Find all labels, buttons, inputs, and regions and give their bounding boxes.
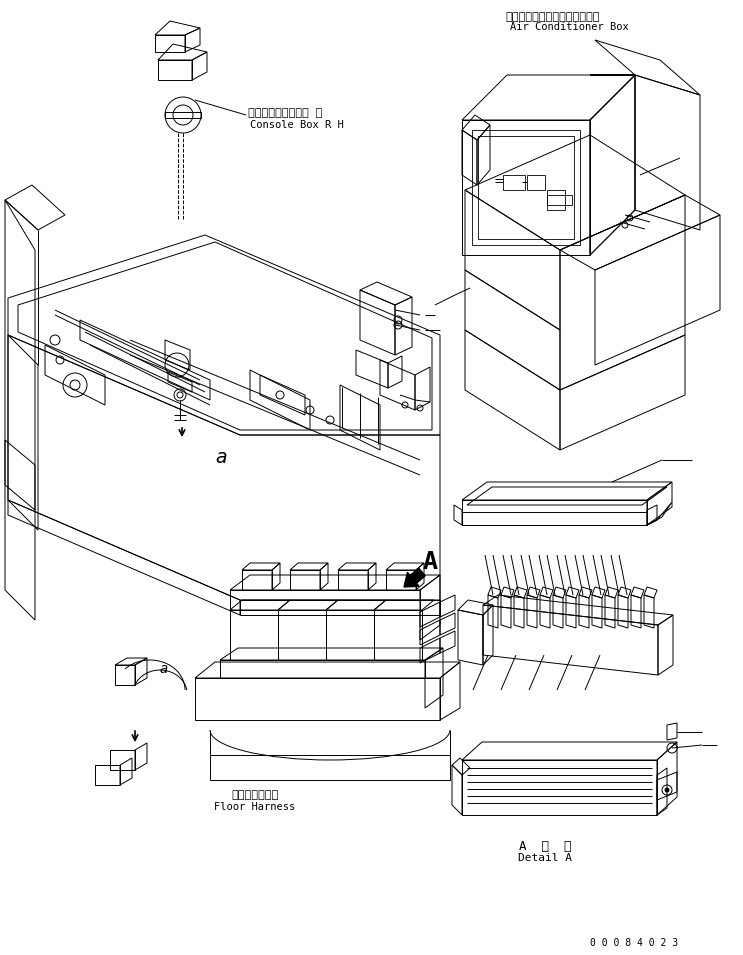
Bar bbox=[547, 195, 572, 205]
Bar bbox=[472, 130, 580, 245]
Circle shape bbox=[665, 788, 669, 792]
Bar bbox=[503, 175, 525, 190]
Text: Floor Harness: Floor Harness bbox=[215, 802, 296, 812]
Text: フロアハーネス: フロアハーネス bbox=[231, 790, 279, 800]
Text: エアーコンディショナボックス: エアーコンディショナボックス bbox=[505, 12, 600, 22]
Text: Console Box R H: Console Box R H bbox=[250, 120, 344, 130]
Bar bbox=[527, 175, 545, 190]
Text: Detail A: Detail A bbox=[518, 853, 572, 863]
Text: A: A bbox=[423, 550, 438, 574]
Text: a: a bbox=[215, 448, 227, 467]
Bar bbox=[547, 190, 565, 210]
Text: Air Conditioner Box: Air Conditioner Box bbox=[510, 22, 629, 32]
Text: a: a bbox=[160, 662, 169, 676]
FancyArrow shape bbox=[404, 568, 425, 587]
Bar bbox=[478, 136, 574, 239]
Text: A  詳  細: A 詳 細 bbox=[519, 840, 571, 853]
Text: コンソールボックス 右: コンソールボックス 右 bbox=[248, 108, 322, 118]
Text: 0 0 0 8 4 0 2 3: 0 0 0 8 4 0 2 3 bbox=[590, 938, 678, 948]
